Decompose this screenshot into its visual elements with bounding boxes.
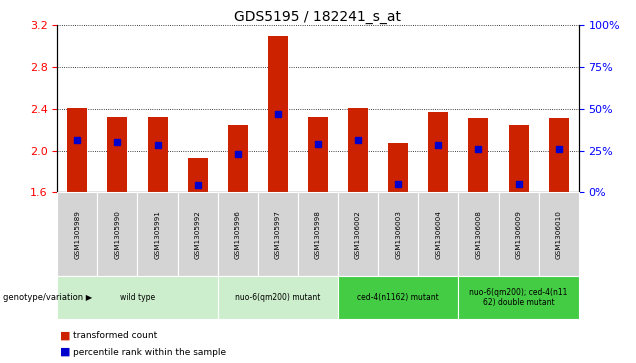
Bar [428,112,448,192]
Bar [228,125,248,192]
Bar [338,276,459,319]
Title: GDS5195 / 182241_s_at: GDS5195 / 182241_s_at [235,11,401,24]
Text: ■: ■ [60,347,71,357]
Bar [308,117,328,192]
Text: GSM1305998: GSM1305998 [315,210,321,258]
Bar [107,117,127,192]
Text: GSM1305992: GSM1305992 [195,210,200,258]
Bar [348,108,368,192]
Text: GSM1305996: GSM1305996 [235,210,241,258]
Bar [218,276,338,319]
Text: GSM1306004: GSM1306004 [436,210,441,258]
Bar [378,192,418,276]
Bar [509,125,529,192]
Text: GSM1305991: GSM1305991 [155,210,160,258]
Text: GSM1306008: GSM1306008 [476,210,481,258]
Bar [258,192,298,276]
Bar [57,192,97,276]
Bar [459,192,499,276]
Text: GSM1305997: GSM1305997 [275,210,281,258]
Bar [459,276,579,319]
Bar [499,192,539,276]
Text: genotype/variation ▶: genotype/variation ▶ [3,293,92,302]
Bar [549,118,569,192]
Text: GSM1305990: GSM1305990 [114,210,120,258]
Bar [418,192,459,276]
Bar [97,192,137,276]
Text: GSM1306009: GSM1306009 [516,210,522,258]
Bar [298,192,338,276]
Bar [137,192,177,276]
Text: nuo-6(qm200) mutant: nuo-6(qm200) mutant [235,293,321,302]
Bar [388,143,408,192]
Bar [177,192,218,276]
Text: transformed count: transformed count [73,331,157,340]
Text: percentile rank within the sample: percentile rank within the sample [73,348,226,356]
Bar [469,118,488,192]
Text: GSM1306010: GSM1306010 [556,210,562,258]
Text: GSM1306003: GSM1306003 [395,210,401,258]
Bar [57,276,218,319]
Bar [338,192,378,276]
Bar [268,36,288,192]
Text: GSM1306002: GSM1306002 [355,210,361,258]
Bar [148,117,167,192]
Bar [188,158,208,192]
Text: wild type: wild type [120,293,155,302]
Text: GSM1305989: GSM1305989 [74,210,80,258]
Text: ced-4(n1162) mutant: ced-4(n1162) mutant [357,293,439,302]
Bar [218,192,258,276]
Bar [67,108,87,192]
Text: ■: ■ [60,331,71,341]
Text: nuo-6(qm200); ced-4(n11
62) double mutant: nuo-6(qm200); ced-4(n11 62) double mutan… [469,288,568,307]
Bar [539,192,579,276]
